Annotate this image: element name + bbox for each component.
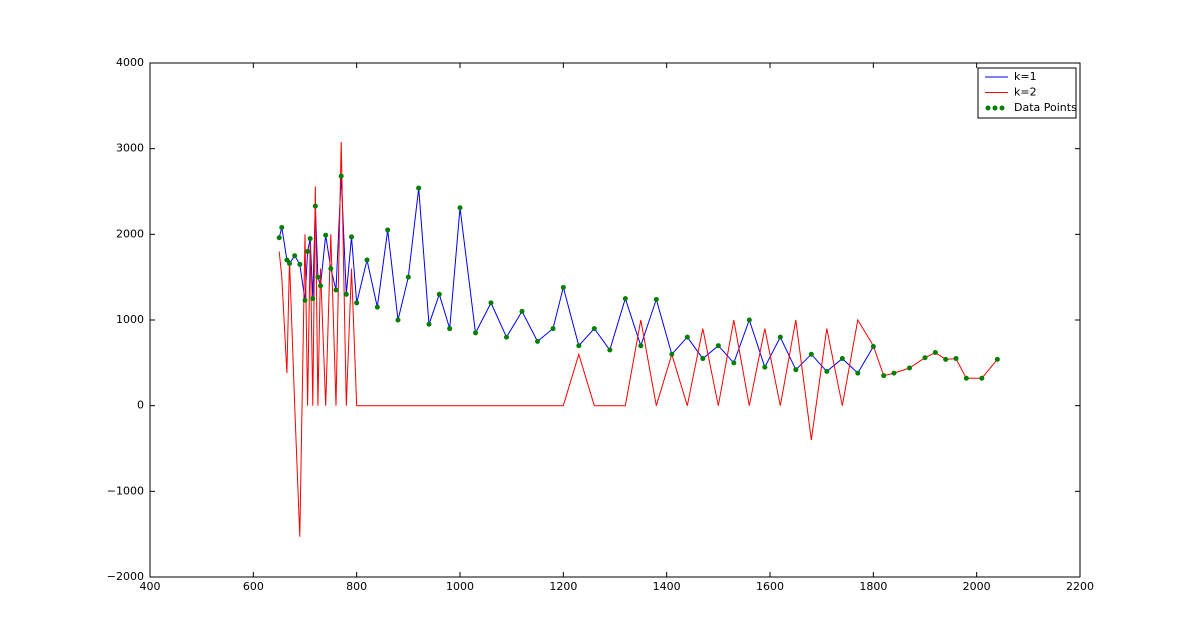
data-point <box>312 203 318 209</box>
legend-label: k=1 <box>1014 70 1037 83</box>
data-point <box>364 257 370 263</box>
data-point <box>576 343 582 349</box>
data-point <box>488 300 494 306</box>
data-point <box>881 373 887 379</box>
data-point <box>870 344 876 350</box>
x-tick-label: 1800 <box>859 580 887 593</box>
data-point <box>305 248 311 254</box>
data-point <box>669 351 675 357</box>
series-line <box>278 176 874 374</box>
data-point <box>824 368 830 374</box>
data-point <box>284 257 290 263</box>
data-point <box>535 338 540 344</box>
x-tick-label: 1600 <box>756 580 784 593</box>
data-point <box>276 235 282 241</box>
data-point <box>457 205 463 211</box>
data-point <box>746 317 752 323</box>
data-point <box>922 355 928 361</box>
data-point <box>416 185 422 191</box>
data-point <box>292 253 298 259</box>
data-point <box>395 317 401 323</box>
data-point <box>504 334 509 340</box>
data-point <box>684 334 690 340</box>
data-point <box>473 330 478 336</box>
data-point <box>297 261 303 267</box>
data-point <box>953 356 959 362</box>
data-point <box>715 343 721 349</box>
data-point <box>436 291 442 297</box>
y-tick-label: 2000 <box>116 227 144 240</box>
data-point <box>519 308 525 314</box>
data-point <box>343 291 349 297</box>
legend-marker <box>992 105 998 111</box>
data-point <box>349 234 354 240</box>
data-point <box>385 227 391 233</box>
y-tick-label: −2000 <box>107 570 144 583</box>
y-tick-label: 4000 <box>116 56 144 69</box>
data-point <box>323 232 329 238</box>
data-point <box>315 274 321 280</box>
legend-marker <box>999 105 1005 111</box>
data-point <box>777 334 783 340</box>
y-tick-label: 0 <box>137 399 144 412</box>
x-tick-label: 800 <box>346 580 367 593</box>
data-point <box>622 296 628 302</box>
data-point <box>607 347 613 353</box>
data-point <box>891 370 897 376</box>
legend-marker <box>985 105 991 111</box>
data-point <box>932 350 938 356</box>
data-point <box>731 360 737 366</box>
data-point <box>374 304 380 310</box>
legend-label: k=2 <box>1014 86 1037 99</box>
data-point <box>447 326 453 332</box>
data-point <box>405 274 411 280</box>
data-point <box>762 364 768 370</box>
data-point <box>793 367 799 373</box>
data-point <box>638 343 644 349</box>
x-tick-label: 2200 <box>1066 580 1094 593</box>
data-point <box>279 224 285 230</box>
data-point <box>328 266 334 272</box>
data-point <box>307 236 313 242</box>
data-point <box>839 356 845 362</box>
data-point <box>354 300 360 306</box>
data-point <box>591 326 597 332</box>
data-point <box>333 287 339 293</box>
data-point <box>338 173 344 179</box>
data-point <box>855 370 861 376</box>
data-point <box>560 284 566 290</box>
y-tick-label: −1000 <box>107 484 144 497</box>
data-point <box>808 351 814 357</box>
x-tick-label: 1400 <box>653 580 681 593</box>
data-point <box>550 326 556 332</box>
data-point <box>943 356 949 362</box>
series-line <box>278 141 998 537</box>
data-point <box>907 365 912 371</box>
data-point <box>994 356 1000 362</box>
data-point <box>310 296 316 302</box>
data-point <box>287 260 292 266</box>
x-tick-label: 1200 <box>549 580 577 593</box>
data-point <box>963 375 969 381</box>
x-tick-label: 2000 <box>963 580 991 593</box>
x-tick-label: 1000 <box>446 580 474 593</box>
x-tick-label: 400 <box>140 580 161 593</box>
y-tick-label: 3000 <box>116 142 144 155</box>
y-tick-label: 1000 <box>116 313 144 326</box>
data-point <box>979 375 985 381</box>
data-point <box>302 297 308 303</box>
legend-label: Data Points <box>1014 101 1077 114</box>
data-point <box>700 356 706 362</box>
data-point <box>318 283 323 289</box>
data-point <box>426 321 432 327</box>
x-tick-label: 600 <box>243 580 264 593</box>
plot-frame <box>149 62 1081 578</box>
data-point <box>653 296 659 302</box>
legend: k=1 k=2 Data Points <box>977 67 1077 119</box>
